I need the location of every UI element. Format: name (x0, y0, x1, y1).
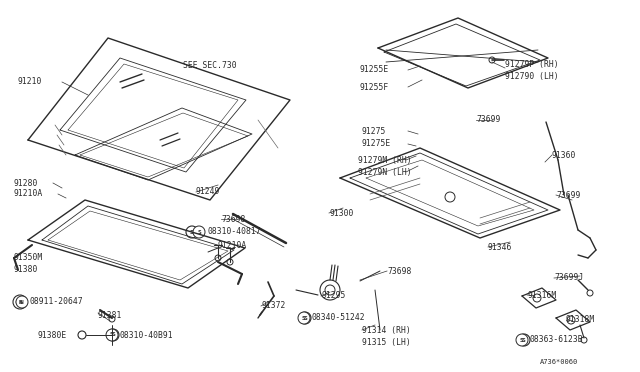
Circle shape (16, 298, 24, 306)
Circle shape (581, 337, 587, 343)
Text: 91350M: 91350M (14, 253, 44, 262)
Circle shape (215, 255, 221, 261)
Text: 91372: 91372 (261, 301, 285, 311)
Text: 73699: 73699 (556, 190, 580, 199)
Text: 91279M (RH): 91279M (RH) (358, 155, 412, 164)
Circle shape (320, 280, 340, 300)
Text: 08310-40B91: 08310-40B91 (120, 330, 173, 340)
Circle shape (106, 329, 118, 341)
Circle shape (587, 290, 593, 296)
Circle shape (489, 57, 495, 63)
Text: 912790 (LH): 912790 (LH) (505, 73, 559, 81)
Text: 73699J: 73699J (554, 273, 583, 282)
Text: 91279N (LH): 91279N (LH) (358, 167, 412, 176)
Text: 91210A: 91210A (218, 241, 247, 250)
Text: 73698: 73698 (387, 266, 412, 276)
Text: S: S (197, 230, 201, 234)
Text: S: S (522, 337, 526, 343)
Text: N: N (19, 299, 22, 305)
Circle shape (16, 296, 28, 308)
Circle shape (533, 294, 541, 302)
Text: S: S (303, 315, 307, 321)
Circle shape (107, 329, 119, 341)
Text: 91275E: 91275E (362, 140, 391, 148)
Text: 91300: 91300 (329, 208, 353, 218)
Text: 08340-51242: 08340-51242 (312, 314, 365, 323)
Circle shape (299, 312, 311, 324)
Text: 91280: 91280 (14, 179, 38, 187)
Text: 91318M: 91318M (566, 315, 595, 324)
Text: 91314 (RH): 91314 (RH) (362, 326, 411, 334)
Circle shape (518, 334, 530, 346)
Circle shape (567, 316, 575, 324)
Text: 08363-6123B: 08363-6123B (530, 336, 584, 344)
Circle shape (298, 312, 310, 324)
Text: 91249: 91249 (196, 187, 220, 196)
Circle shape (227, 259, 233, 265)
Text: 91316M: 91316M (527, 291, 556, 299)
Text: N: N (20, 299, 24, 305)
Text: S: S (190, 230, 194, 234)
Text: 91210: 91210 (18, 77, 42, 87)
Circle shape (186, 226, 198, 238)
Text: 91210A: 91210A (14, 189, 44, 199)
Circle shape (78, 331, 86, 339)
Text: 73699: 73699 (476, 115, 500, 125)
Text: S: S (302, 315, 306, 321)
Circle shape (13, 295, 27, 309)
Text: 91315 (LH): 91315 (LH) (362, 337, 411, 346)
Text: 08911-20647: 08911-20647 (30, 298, 84, 307)
Circle shape (193, 226, 205, 238)
Text: S: S (110, 333, 114, 337)
Text: 91295: 91295 (321, 292, 346, 301)
Circle shape (445, 192, 455, 202)
Text: 91380E: 91380E (37, 330, 67, 340)
Text: 91279P (RH): 91279P (RH) (505, 61, 559, 70)
Text: 91255F: 91255F (360, 83, 389, 92)
Text: S: S (520, 337, 524, 343)
Text: 91255E: 91255E (360, 65, 389, 74)
Text: SEE SEC.730: SEE SEC.730 (183, 61, 237, 70)
Text: 91346: 91346 (488, 243, 513, 251)
Text: A736*0060: A736*0060 (540, 359, 579, 365)
Circle shape (325, 285, 335, 295)
Text: 91380: 91380 (14, 266, 38, 275)
Text: 73698: 73698 (221, 215, 245, 224)
Text: 91381: 91381 (97, 311, 122, 321)
Text: S: S (111, 333, 115, 337)
Text: 91275: 91275 (362, 126, 387, 135)
Text: 91360: 91360 (552, 151, 577, 160)
Text: 08310-40817: 08310-40817 (207, 228, 260, 237)
Circle shape (109, 316, 115, 322)
Circle shape (516, 334, 528, 346)
